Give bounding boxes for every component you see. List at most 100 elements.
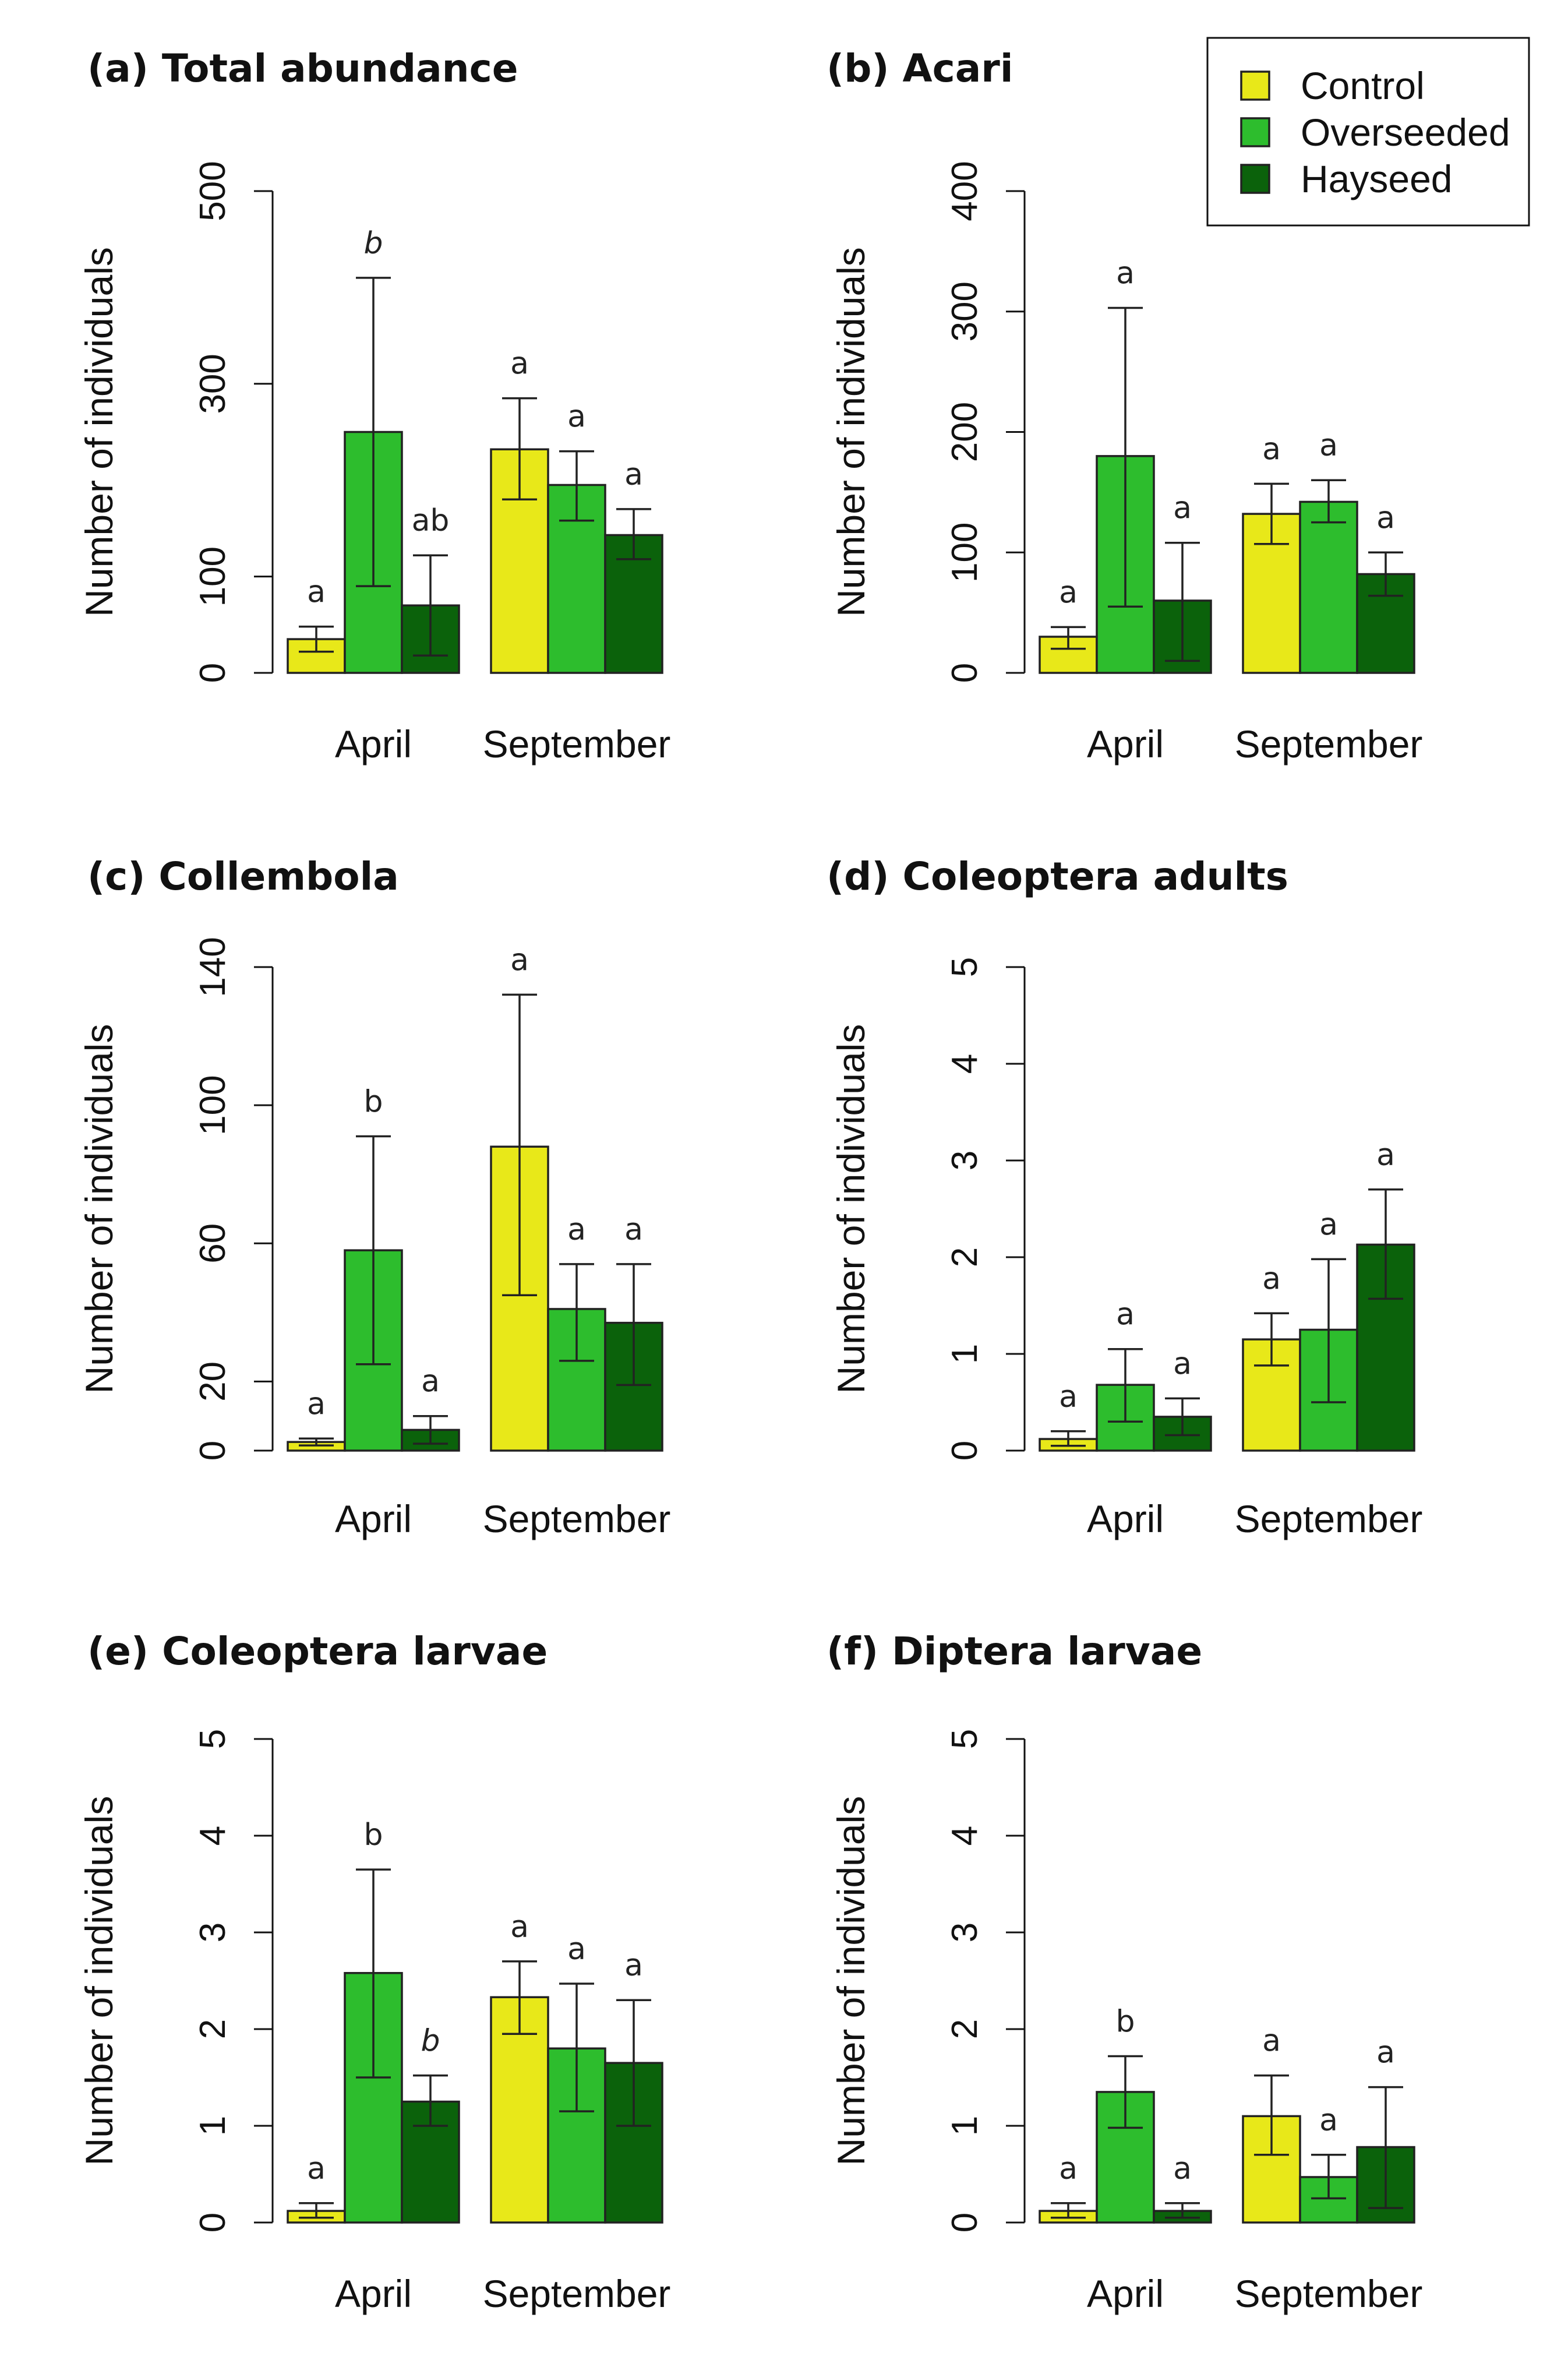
panel-c-sig-april-control: a xyxy=(307,1387,326,1421)
panel-f-sig-september-overseeded: a xyxy=(1319,2103,1338,2138)
panel-b-ytick-label: 400 xyxy=(945,161,985,221)
legend-swatch-control xyxy=(1240,70,1270,101)
panel-d-ylabel: Number of individuals xyxy=(829,1024,873,1394)
panel-a-ytick-label: 500 xyxy=(193,161,233,221)
panel-c: (c) Collembola Number of individuals 0 20 60… xyxy=(77,854,670,1540)
panel-e-sig-april-control: a xyxy=(307,2151,326,2186)
panel-c-ytick-label: 140 xyxy=(193,937,233,997)
panel-e-ytick-label: 4 xyxy=(193,1826,233,1846)
panel-a-sig-april-hayseed: ab xyxy=(412,503,450,538)
panel-e-bar-september-hayseed xyxy=(604,2062,663,2224)
panel-c-sig-september-control: a xyxy=(510,943,529,978)
panel-a-sig-april-overseeded: b xyxy=(363,226,383,261)
panel-e-sig-september-control: a xyxy=(510,1910,529,1945)
panel-f-category-september: September xyxy=(1235,2272,1423,2315)
panel-f: (f) Diptera larvae Number of individuals 0… xyxy=(827,1629,1422,2315)
panel-d-sig-april-hayseed: a xyxy=(1173,1346,1192,1381)
panel-a-category-april: April xyxy=(335,722,412,765)
panel-d-ytick-label: 5 xyxy=(945,957,985,977)
panel-b-category-april: April xyxy=(1087,722,1164,765)
panel-f-sig-april-overseeded: b xyxy=(1115,2004,1135,2039)
panel-f-y-axis xyxy=(1006,1738,1026,2224)
panel-a-ytick-label: 100 xyxy=(193,546,233,606)
panel-b: (b) Acari Number of individuals 0 100 200 300… xyxy=(827,46,1422,765)
panel-e-ytick-label: 3 xyxy=(193,1922,233,1942)
panel-d-ytick-label: 2 xyxy=(945,1247,985,1267)
panel-d-ytick-label: 0 xyxy=(945,1441,985,1461)
legend-label-control: Control xyxy=(1301,64,1425,107)
panel-d-ytick-label: 3 xyxy=(945,1151,985,1170)
legend-swatch-hayseed xyxy=(1240,164,1270,194)
panel-f-ytick-label: 2 xyxy=(945,2019,985,2039)
legend: Control Overseeded Hayseed xyxy=(1206,37,1530,227)
legend-label-overseeded: Overseeded xyxy=(1301,111,1510,154)
panel-d-category-september: September xyxy=(1235,1497,1423,1540)
panel-e-ytick-label: 2 xyxy=(193,2019,233,2039)
panel-c-ylabel: Number of individuals xyxy=(77,1024,121,1394)
panel-c-sig-april-hayseed: a xyxy=(421,1364,440,1399)
panel-b-sig-april-overseeded: a xyxy=(1116,256,1135,291)
panel-a-ylabel: Number of individuals xyxy=(77,247,121,617)
panel-d: (d) Coleoptera adults Number of individua… xyxy=(827,854,1422,1540)
panel-b-ytick-label: 0 xyxy=(945,663,985,683)
panel-d-category-april: April xyxy=(1087,1497,1164,1540)
panel-e-ytick-label: 0 xyxy=(193,2213,233,2232)
panel-e-sig-september-hayseed: a xyxy=(624,1948,643,1983)
panel-a-sig-september-control: a xyxy=(510,347,529,382)
panel-a-ytick-label: 300 xyxy=(193,354,233,414)
panel-e-category-april: April xyxy=(335,2272,412,2315)
panel-c-sig-september-overseeded: a xyxy=(567,1212,586,1247)
panel-b-sig-september-control: a xyxy=(1262,432,1281,467)
panel-c-sig-april-overseeded: b xyxy=(363,1085,383,1120)
panel-f-category-april: April xyxy=(1087,2272,1164,2315)
panel-f-ytick-label: 5 xyxy=(945,1729,985,1749)
panel-d-y-axis xyxy=(1006,966,1026,1452)
panel-e-ytick-label: 1 xyxy=(193,2116,233,2136)
panel-b-bar-september-overseeded xyxy=(1299,500,1358,674)
panel-a-ytick-label: 0 xyxy=(193,663,233,683)
panel-c-ytick-label: 100 xyxy=(193,1075,233,1135)
panel-a-sig-september-overseeded: a xyxy=(567,400,586,435)
panel-e-title: (e) Coleoptera larvae xyxy=(87,1629,548,1674)
panel-c-title: (c) Collembola xyxy=(87,854,399,899)
panel-f-ytick-label: 0 xyxy=(945,2213,985,2232)
panel-f-sig-september-hayseed: a xyxy=(1376,2036,1395,2070)
panel-f-ytick-label: 1 xyxy=(945,2116,985,2136)
panel-b-category-september: September xyxy=(1235,722,1423,765)
legend-swatch-overseeded xyxy=(1240,117,1270,147)
panel-b-sig-april-hayseed: a xyxy=(1173,491,1192,526)
panel-c-bar-september-control xyxy=(490,1145,549,1452)
panel-f-ytick-label: 3 xyxy=(945,1922,985,1942)
panel-b-ytick-label: 300 xyxy=(945,281,985,341)
panel-a-title: (a) Total abundance xyxy=(87,46,518,91)
panel-f-sig-april-control: a xyxy=(1059,2151,1078,2186)
panel-d-sig-september-overseeded: a xyxy=(1319,1207,1338,1242)
panel-c-ytick-label: 0 xyxy=(193,1441,233,1461)
panel-d-ytick-label: 1 xyxy=(945,1344,985,1364)
panel-b-ytick-label: 200 xyxy=(945,402,985,462)
panel-e-ytick-label: 5 xyxy=(193,1729,233,1749)
panel-c-ytick-label: 20 xyxy=(193,1361,233,1402)
panel-d-ytick-label: 4 xyxy=(945,1054,985,1074)
panel-b-ylabel: Number of individuals xyxy=(829,247,873,617)
panel-b-ytick-label: 100 xyxy=(945,523,985,583)
legend-label-hayseed: Hayseed xyxy=(1301,157,1453,200)
panel-e: (e) Coleoptera larvae Number of individua… xyxy=(77,1629,670,2315)
panel-c-ytick-label: 60 xyxy=(193,1223,233,1264)
panel-b-y-axis xyxy=(1006,190,1026,674)
panel-e-y-axis xyxy=(254,1738,274,2224)
panel-b-sig-april-control: a xyxy=(1059,575,1078,610)
panel-a-category-september: September xyxy=(483,722,671,765)
panel-c-sig-september-hayseed: a xyxy=(624,1212,643,1247)
panel-e-sig-september-overseeded: a xyxy=(567,1932,586,1967)
panel-d-sig-april-overseeded: a xyxy=(1116,1297,1135,1332)
panel-f-ytick-label: 4 xyxy=(945,1826,985,1846)
panel-e-sig-april-overseeded: b xyxy=(363,1818,383,1853)
panel-f-title: (f) Diptera larvae xyxy=(827,1629,1202,1674)
panel-d-sig-april-control: a xyxy=(1059,1380,1078,1414)
panel-e-category-september: September xyxy=(483,2272,671,2315)
panel-a: (a) Total abundance Number of individuals… xyxy=(77,46,670,765)
panels: (a) Total abundance Number of individuals… xyxy=(77,46,1422,2315)
panel-f-sig-april-hayseed: a xyxy=(1173,2151,1192,2186)
